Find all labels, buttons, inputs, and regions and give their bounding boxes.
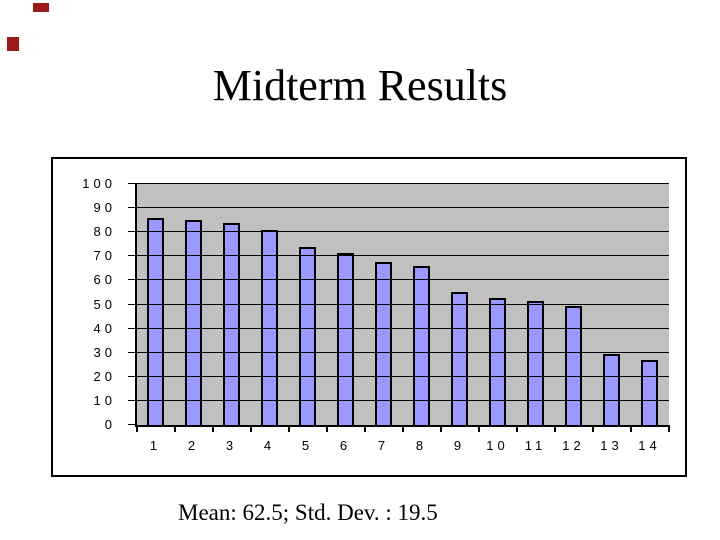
x-axis-label-10: 10 bbox=[486, 438, 509, 453]
x-axis-label-5: 5 bbox=[301, 438, 314, 453]
bar-category-7 bbox=[375, 262, 392, 425]
gridline-50 bbox=[137, 303, 669, 305]
gridline-90 bbox=[137, 207, 669, 209]
bar-category-1 bbox=[147, 217, 164, 425]
bar-category-14 bbox=[641, 359, 658, 425]
gridline-70 bbox=[137, 255, 669, 257]
stats-caption: Mean: 62.5; Std. Dev. : 19.5 bbox=[178, 500, 438, 525]
y-axis-label-30: 30 bbox=[93, 344, 116, 360]
x-axis-label-4: 4 bbox=[263, 438, 276, 453]
x-axis-tick-14 bbox=[667, 425, 670, 432]
y-axis-tick-70 bbox=[128, 255, 137, 257]
x-axis-label-1: 1 bbox=[149, 438, 162, 453]
x-axis-tick-2 bbox=[211, 425, 214, 432]
x-axis-label-7: 7 bbox=[377, 438, 390, 453]
y-axis-tick-0 bbox=[128, 424, 137, 425]
y-axis-tick-100 bbox=[128, 183, 137, 184]
gridline-10 bbox=[137, 399, 669, 401]
x-axis-label-2: 2 bbox=[187, 438, 200, 453]
y-axis-label-20: 20 bbox=[93, 368, 116, 384]
y-axis-label-60: 60 bbox=[93, 272, 116, 288]
x-axis-label-8: 8 bbox=[415, 438, 428, 453]
x-axis-tick-5 bbox=[325, 425, 328, 432]
y-axis-tick-90 bbox=[128, 207, 137, 209]
bar-category-6 bbox=[337, 252, 354, 425]
x-axis-tick-7 bbox=[401, 425, 404, 432]
y-axis-label-0: 0 bbox=[104, 417, 116, 432]
y-axis-label-90: 90 bbox=[93, 200, 116, 216]
bar-category-5 bbox=[299, 246, 316, 425]
y-axis-label-10: 10 bbox=[93, 392, 116, 408]
bar-category-9 bbox=[451, 292, 468, 425]
y-axis-tick-60 bbox=[128, 279, 137, 281]
gridline-40 bbox=[137, 327, 669, 329]
bar-category-10 bbox=[489, 298, 506, 425]
slide-title: Midterm Results bbox=[212, 61, 508, 110]
y-axis-label-40: 40 bbox=[93, 320, 116, 336]
y-axis-tick-80 bbox=[128, 231, 137, 233]
bar-category-8 bbox=[413, 265, 430, 425]
y-axis-tick-50 bbox=[128, 303, 137, 305]
x-axis-label-12: 12 bbox=[562, 438, 585, 453]
x-axis-tick-13 bbox=[629, 425, 632, 432]
x-axis-tick-4 bbox=[287, 425, 290, 432]
bar-category-3 bbox=[223, 222, 240, 425]
x-axis-label-14: 14 bbox=[638, 438, 661, 453]
y-axis-tick-10 bbox=[128, 399, 137, 401]
x-axis-tick-8 bbox=[439, 425, 442, 432]
y-axis-line bbox=[135, 184, 137, 427]
corner-decoration-mark-1 bbox=[33, 3, 49, 12]
y-axis-label-80: 80 bbox=[93, 224, 116, 240]
y-axis-tick-30 bbox=[128, 351, 137, 353]
gridline-80 bbox=[137, 231, 669, 233]
x-axis-tick-10 bbox=[515, 425, 518, 432]
x-axis-label-6: 6 bbox=[339, 438, 352, 453]
gridline-100 bbox=[137, 183, 669, 184]
bar-category-11 bbox=[527, 300, 544, 425]
x-axis-label-11: 11 bbox=[524, 438, 547, 453]
y-axis-tick-20 bbox=[128, 375, 137, 377]
gridline-60 bbox=[137, 279, 669, 281]
x-axis-tick-3 bbox=[249, 425, 252, 432]
corner-decoration-mark-2 bbox=[7, 37, 19, 51]
gridline-30 bbox=[137, 351, 669, 353]
chart-plot-area bbox=[137, 184, 669, 425]
x-axis-label-13: 13 bbox=[600, 438, 623, 453]
y-axis-label-100: 100 bbox=[82, 176, 116, 191]
x-axis-label-3: 3 bbox=[225, 438, 238, 453]
gridline-20 bbox=[137, 375, 669, 377]
bar-category-12 bbox=[565, 305, 582, 425]
y-axis-label-50: 50 bbox=[93, 296, 116, 312]
x-axis-label-9: 9 bbox=[453, 438, 466, 453]
x-axis-tick-12 bbox=[591, 425, 594, 432]
bar-category-2 bbox=[185, 220, 202, 425]
bar-category-13 bbox=[603, 353, 620, 425]
y-axis-label-70: 70 bbox=[93, 248, 116, 264]
x-axis-tick-1 bbox=[173, 425, 176, 432]
x-axis-tick-11 bbox=[553, 425, 556, 432]
x-axis-tick-9 bbox=[477, 425, 480, 432]
x-axis-tick-6 bbox=[363, 425, 366, 432]
y-axis-tick-40 bbox=[128, 327, 137, 329]
x-axis-tick-0 bbox=[135, 425, 138, 432]
